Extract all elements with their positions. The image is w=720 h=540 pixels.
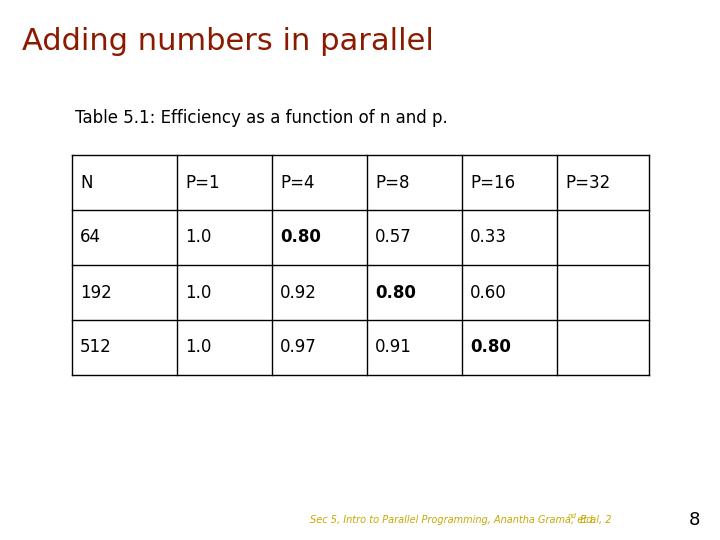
Text: 512: 512 xyxy=(80,339,112,356)
Text: 192: 192 xyxy=(80,284,112,301)
Text: 0.60: 0.60 xyxy=(470,284,507,301)
Text: 0.92: 0.92 xyxy=(280,284,317,301)
Text: 1.0: 1.0 xyxy=(185,284,212,301)
Text: P=16: P=16 xyxy=(470,173,515,192)
Text: Adding numbers in parallel: Adding numbers in parallel xyxy=(22,28,434,57)
Text: P=32: P=32 xyxy=(565,173,611,192)
Text: 0.57: 0.57 xyxy=(375,228,412,246)
Text: P=8: P=8 xyxy=(375,173,410,192)
Text: P=4: P=4 xyxy=(280,173,315,192)
Text: N: N xyxy=(80,173,92,192)
Text: 64: 64 xyxy=(80,228,101,246)
Text: P=1: P=1 xyxy=(185,173,220,192)
Text: Table 5.1: Efficiency as a function of n and p.: Table 5.1: Efficiency as a function of n… xyxy=(75,109,448,127)
Text: nd: nd xyxy=(568,513,577,519)
Text: 0.80: 0.80 xyxy=(280,228,321,246)
Text: Sec 5, Intro to Parallel Programming, Anantha Grama, et al, 2: Sec 5, Intro to Parallel Programming, An… xyxy=(310,515,611,525)
Text: 0.33: 0.33 xyxy=(470,228,507,246)
Text: Ed.: Ed. xyxy=(577,515,595,525)
Text: 0.97: 0.97 xyxy=(280,339,317,356)
Text: 1.0: 1.0 xyxy=(185,339,212,356)
Text: 8: 8 xyxy=(688,511,700,529)
Text: 0.80: 0.80 xyxy=(470,339,511,356)
Text: 1.0: 1.0 xyxy=(185,228,212,246)
Text: 0.91: 0.91 xyxy=(375,339,412,356)
Text: 0.80: 0.80 xyxy=(375,284,416,301)
